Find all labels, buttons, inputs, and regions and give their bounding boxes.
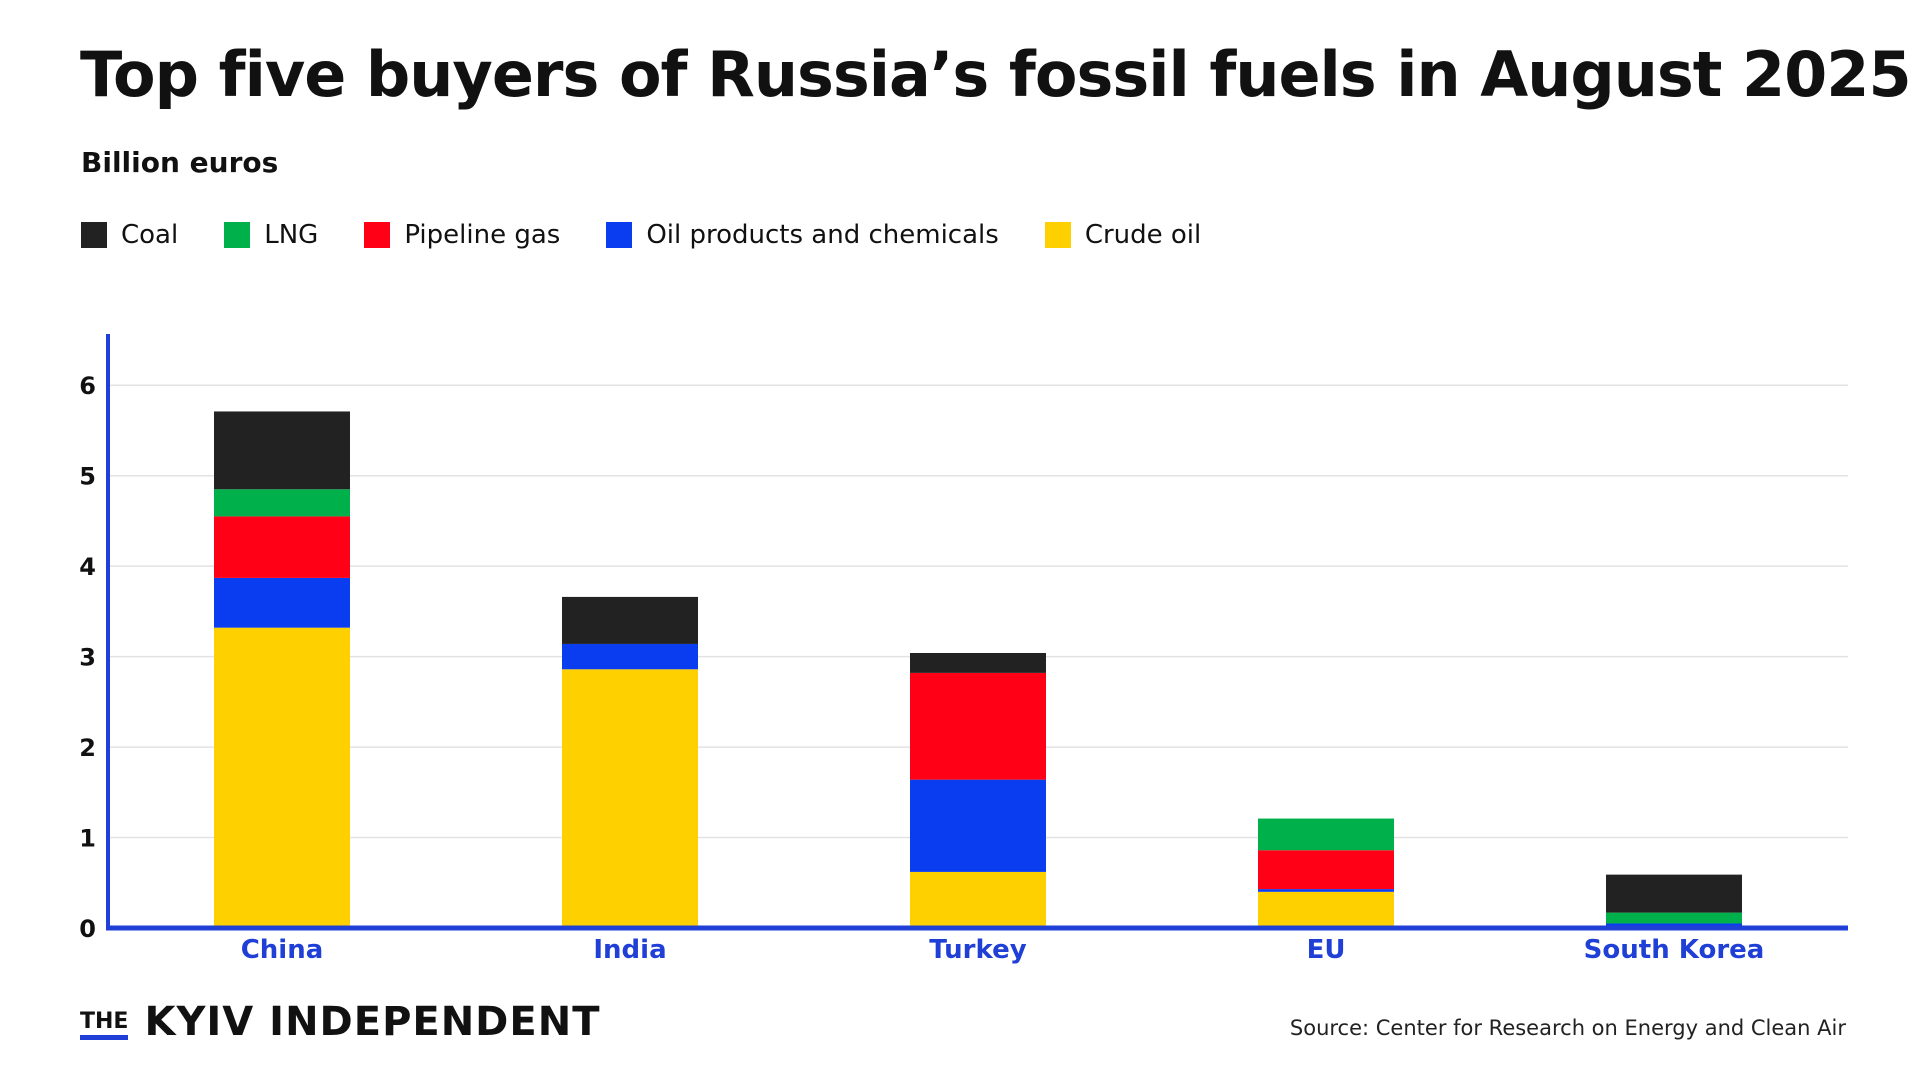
bars — [214, 411, 1742, 928]
legend-swatch-oil-products — [606, 222, 633, 248]
bar-south-korea-coal — [1606, 874, 1742, 913]
brand-name: KYIV INDEPENDENT — [144, 999, 601, 1045]
legend-item-coal: Coal — [81, 220, 178, 250]
bar-china-lng — [214, 489, 350, 517]
y-tick-label-2: 2 — [79, 734, 96, 762]
x-tick-label-eu: EU — [1307, 935, 1346, 965]
y-tick-label-6: 6 — [79, 372, 96, 400]
bar-china-coal — [214, 411, 350, 490]
y-tick-labels: 0 1 2 3 4 5 6 — [79, 372, 96, 943]
bar-turkey-pipeline-gas — [910, 672, 1046, 780]
x-tick-label-india: India — [593, 935, 666, 965]
brand-logo: THE KYIV INDEPENDENT — [80, 1000, 600, 1044]
y-tick-label-5: 5 — [79, 463, 96, 491]
bar-eu-pipeline-gas — [1258, 850, 1394, 890]
unit-label: Billion euros — [81, 146, 279, 179]
x-tick-labels: China India Turkey EU South Korea — [241, 935, 1765, 965]
bar-eu-lng — [1258, 818, 1394, 851]
bar-turkey-crude-oil — [910, 871, 1046, 928]
x-tick-label-south-korea: South Korea — [1584, 935, 1765, 965]
bar-turkey-coal — [910, 652, 1046, 673]
x-tick-label-china: China — [241, 935, 324, 965]
legend-swatch-crude-oil — [1044, 222, 1071, 248]
axes — [106, 334, 1848, 931]
bar-south-korea-lng — [1606, 912, 1742, 924]
legend-item-oil-products: Oil products and chemicals — [606, 220, 999, 250]
legend-swatch-lng — [224, 222, 251, 248]
y-tick-label-3: 3 — [79, 644, 96, 672]
source-note: Source: Center for Research on Energy an… — [1289, 1016, 1846, 1040]
bar-china-oil-products-and-chemicals — [214, 577, 350, 628]
bar-eu-crude-oil — [1258, 891, 1394, 928]
bar-turkey-oil-products-and-chemicals — [910, 779, 1046, 872]
bar-china-crude-oil — [214, 627, 350, 928]
x-tick-label-turkey: Turkey — [929, 935, 1026, 965]
y-tick-label-4: 4 — [79, 553, 96, 581]
legend-label-coal: Coal — [121, 220, 179, 250]
legend-item-pipeline-gas: Pipeline gas — [364, 220, 560, 250]
bar-eu-oil-products-and-chemicals — [1258, 889, 1394, 892]
legend-label-oil-products: Oil products and chemicals — [646, 220, 999, 250]
bar-india-crude-oil — [562, 669, 698, 928]
legend-label-lng: LNG — [264, 220, 319, 250]
legend-label-crude-oil: Crude oil — [1084, 220, 1202, 250]
y-tick-label-1: 1 — [79, 825, 96, 853]
bar-india-coal — [562, 596, 698, 644]
chart-legend: Coal LNG Pipeline gas Oil products and c… — [81, 220, 1247, 250]
bar-india-oil-products-and-chemicals — [562, 643, 698, 670]
y-tick-label-0: 0 — [79, 915, 96, 943]
legend-label-pipeline-gas: Pipeline gas — [404, 220, 561, 250]
chart-title: Top five buyers of Russia’s fossil fuels… — [80, 38, 1912, 111]
brand-the: THE — [80, 1011, 129, 1040]
legend-swatch-coal — [81, 222, 107, 248]
legend-item-crude-oil: Crude oil — [1044, 220, 1202, 250]
bar-china-pipeline-gas — [214, 516, 350, 578]
legend-item-lng: LNG — [224, 220, 318, 250]
legend-swatch-pipeline-gas — [364, 222, 391, 248]
